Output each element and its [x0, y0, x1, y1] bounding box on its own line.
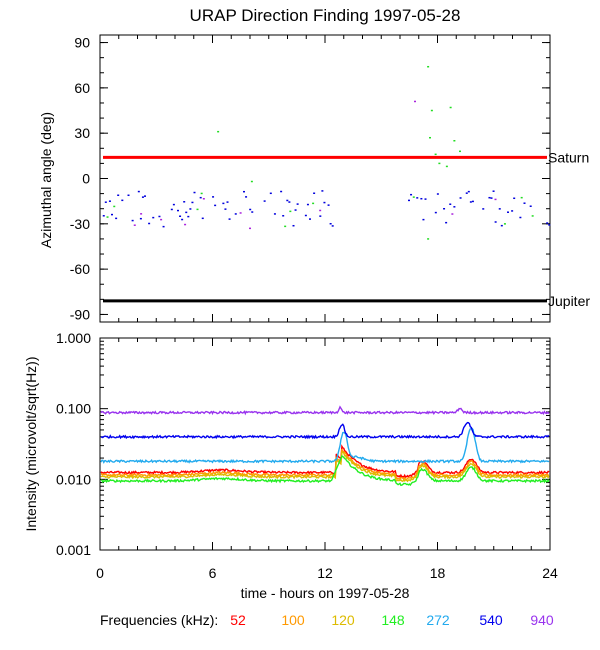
series-52-khz [100, 444, 550, 479]
legend-frequency-540: 540 [479, 612, 503, 628]
legend-label: Frequencies (kHz): [100, 612, 218, 628]
legend-frequency-52: 52 [230, 612, 246, 628]
azimuth-points [102, 65, 551, 240]
x-axis-label: time - hours on 1997-05-28 [241, 585, 410, 601]
reference-lines: Saturn Jupiter [103, 149, 590, 309]
series-120-khz [100, 451, 550, 483]
intensity-y-tick-label: 0.010 [56, 471, 91, 487]
intensity-plot-frame [99, 337, 551, 551]
x-tick-label: 12 [317, 565, 333, 581]
intensity-panel: 1.000 0.100 0.010 0.001 0 6 12 18 24 Intensity (… [23, 330, 558, 581]
azimuth-y-label: Azimuthal angle (deg) [38, 112, 54, 248]
intensity-ticks: 1.000 0.100 0.010 0.001 0 6 12 18 24 [56, 330, 558, 581]
intensity-y-tick-label: 0.100 [56, 401, 91, 417]
azimuth-panel: 90 60 30 0 -30 -60 -90 Saturn Jupiter Azimuthal… [38, 34, 590, 323]
legend-frequency-100: 100 [281, 612, 305, 628]
series-272-khz [100, 427, 550, 464]
azimuth-y-tick-label: 30 [74, 125, 90, 141]
x-tick-label: 24 [542, 565, 558, 581]
x-tick-label: 6 [209, 565, 217, 581]
legend-frequency-272: 272 [426, 612, 450, 628]
chart-title: URAP Direction Finding 1997-05-28 [190, 6, 461, 25]
x-tick-label: 0 [96, 565, 104, 581]
jupiter-label: Jupiter [548, 293, 590, 309]
intensity-y-label: Intensity (microvolt/sqrt(Hz)) [23, 356, 39, 531]
legend-frequency-148: 148 [381, 612, 405, 628]
intensity-y-tick-label: 0.001 [56, 542, 91, 558]
legend-frequency-120: 120 [331, 612, 355, 628]
saturn-label: Saturn [548, 149, 589, 165]
intensity-series [100, 405, 550, 487]
azimuth-y-tick-label: -30 [70, 216, 90, 232]
intensity-y-tick-label: 1.000 [56, 330, 91, 346]
legend-frequency-940: 940 [530, 612, 554, 628]
series-540-khz [100, 421, 550, 440]
azimuth-y-tick-label: 0 [82, 171, 90, 187]
series-100-khz [100, 448, 550, 481]
azimuth-y-tick-label: -90 [70, 306, 90, 322]
azimuth-plot-frame [99, 34, 551, 323]
azimuth-y-tick-label: 90 [74, 35, 90, 51]
frequency-legend: Frequencies (kHz): 52 100 120 148 272 540 940 [100, 612, 554, 628]
series-940-khz [100, 405, 550, 416]
azimuth-y-tick-label: -60 [70, 261, 90, 277]
azimuth-y-tick-label: 60 [74, 80, 90, 96]
series-148-khz [100, 454, 550, 487]
x-tick-label: 18 [430, 565, 446, 581]
azimuth-ticks: 90 60 30 0 -30 -60 -90 [70, 35, 551, 322]
